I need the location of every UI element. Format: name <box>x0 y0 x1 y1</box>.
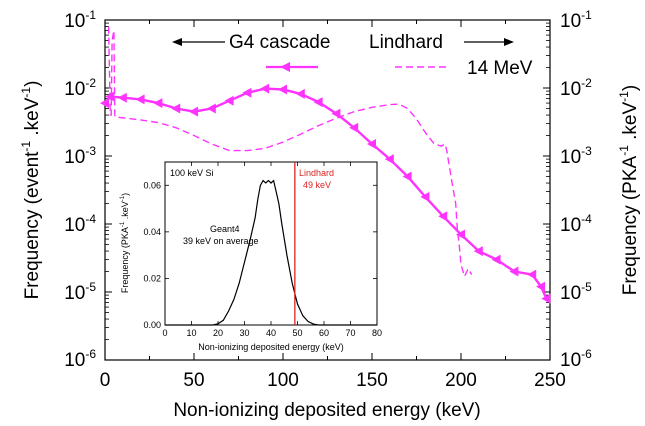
inset-x-tick-80: 80 <box>372 328 382 338</box>
y-right-tick-label-1e-1: 10-1 <box>560 8 592 32</box>
x-tick-label-100: 100 <box>267 370 299 391</box>
inset-x-tick-40: 40 <box>266 328 276 338</box>
inset-series <box>165 162 377 326</box>
inset-x-tick-20: 20 <box>213 328 223 338</box>
y-tick-label-1e-5: 10-5 <box>64 280 96 304</box>
g4-cascade-series-line <box>104 87 548 300</box>
g4-cascade-marker <box>527 269 537 280</box>
inset-y-tick-000: 0.00 <box>143 320 161 330</box>
lindhard-series-line <box>107 26 473 279</box>
right-arrow-annotation <box>464 38 514 46</box>
inset-y-tick-002: 0.02 <box>143 273 161 283</box>
g4-cascade-marker <box>313 97 323 108</box>
inset-background <box>165 162 377 325</box>
g4-cascade-marker <box>349 122 359 133</box>
y-tick-label-1e-1: 10-1 <box>64 8 96 32</box>
main-x-tick-labels: 0 50 100 150 200 250 <box>100 370 566 391</box>
inset-y-axis-title: Frequency (PKA-1 .keV-1) <box>120 193 130 293</box>
inset-y-tick-004: 0.04 <box>143 227 161 237</box>
lindhard-label: Lindhard <box>369 32 443 53</box>
g4-cascade-marker <box>278 84 287 95</box>
g4-cascade-marker <box>536 281 546 292</box>
inset-x-tick-10: 10 <box>186 328 196 338</box>
x-tick-label-0: 0 <box>100 370 111 391</box>
g4-cascade-marker <box>117 92 127 103</box>
g4-cascade-marker <box>384 154 394 165</box>
g4-cascade-marker <box>420 191 430 202</box>
inset-lindhard-label-2: 49 keV <box>303 180 331 190</box>
g4-cascade-marker <box>242 87 252 98</box>
main-series <box>100 26 551 304</box>
y-axis-title-left: Frequency (event-1 .keV-1) <box>19 81 43 300</box>
main-y-tick-labels-left: 10-6 10-5 10-4 10-3 10-2 10-1 <box>64 8 96 371</box>
g4-cascade-marker <box>135 94 145 105</box>
g4-cascade-marker <box>189 106 198 117</box>
g4-cascade-marker <box>367 139 376 149</box>
inset-geant4-label-2: 39 keV on average <box>183 236 259 246</box>
g4-cascade-label: G4 cascade <box>229 32 330 53</box>
g4-cascade-marker <box>456 229 465 240</box>
inset-y-tick-labels: 0.00 0.02 0.04 0.06 <box>143 180 161 330</box>
inset-y-tick-006: 0.06 <box>143 180 161 190</box>
x-tick-label-200: 200 <box>445 370 477 391</box>
x-tick-label-50: 50 <box>183 370 204 391</box>
g4-cascade-marker <box>331 108 341 119</box>
y-tick-label-1e-3: 10-3 <box>64 144 96 168</box>
y-tick-label-1e-4: 10-4 <box>64 212 96 236</box>
g4-cascade-marker <box>295 88 305 99</box>
y-right-tick-label-1e-6: 10-6 <box>560 347 592 371</box>
y-tick-label-1e-2: 10-2 <box>64 76 96 100</box>
inset-x-tick-0: 0 <box>162 328 167 338</box>
mev14-label: 14 MeV <box>467 58 533 79</box>
y-axis-title-right: Frequency (PKA-1 .keV-1) <box>617 85 641 295</box>
g4-cascade-marker <box>153 98 163 109</box>
inset-x-axis-title: Non-ionizing deposited energy (keV) <box>198 342 344 352</box>
left-arrow-annotation <box>172 38 225 46</box>
inset-x-tick-30: 30 <box>239 328 249 338</box>
inset-x-tick-60: 60 <box>319 328 329 338</box>
g4-cascade-marker <box>100 98 109 109</box>
y-right-tick-label-1e-4: 10-4 <box>560 212 592 236</box>
g4-cascade-marker <box>438 211 448 222</box>
g4-cascade-marker <box>206 103 216 114</box>
x-axis-title: Non-ionizing deposited energy (keV) <box>173 400 480 421</box>
y-right-tick-label-1e-5: 10-5 <box>560 280 592 304</box>
main-y-tick-labels-right: 10-6 10-5 10-4 10-3 10-2 10-1 <box>560 8 592 371</box>
inset-geant4-label-1: Geant4 <box>210 224 240 234</box>
g4-cascade-marker <box>473 246 483 257</box>
g4-cascade-marker <box>491 254 501 265</box>
g4-cascade-marker <box>402 171 412 182</box>
g4-cascade-marker <box>509 266 519 277</box>
inset-x-tick-50: 50 <box>292 328 302 338</box>
g4-cascade-marker <box>171 103 181 114</box>
y-tick-label-1e-6: 10-6 <box>64 347 96 371</box>
inset-title: 100 keV Si <box>170 168 214 178</box>
g4-cascade-marker <box>260 83 270 94</box>
inset-geant4-series-line <box>165 179 377 326</box>
g4-cascade-marker <box>541 293 551 304</box>
g4-cascade-marker <box>224 95 234 106</box>
y-right-tick-label-1e-3: 10-3 <box>560 144 592 168</box>
g4-legend-sample <box>266 62 318 72</box>
x-tick-label-150: 150 <box>356 370 388 391</box>
inset-x-tick-70: 70 <box>345 328 355 338</box>
y-right-tick-label-1e-2: 10-2 <box>560 76 592 100</box>
inset-x-tick-labels: 0 10 20 30 40 50 60 70 80 <box>162 328 382 338</box>
x-tick-label-250: 250 <box>534 370 566 391</box>
inset-lindhard-label-1: Lindhard <box>299 168 334 178</box>
inset-chart: 100 keV Si 0 10 20 30 40 50 60 70 80 0.0… <box>120 161 382 352</box>
